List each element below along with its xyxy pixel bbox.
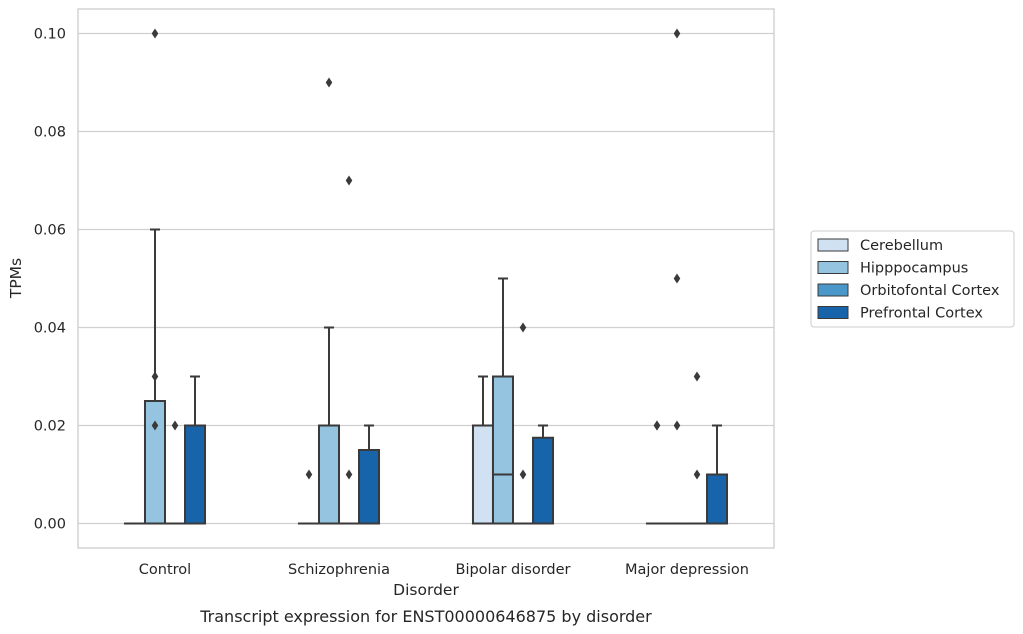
outlier-point [693,371,701,382]
outlier-point [673,420,681,431]
outlier-point [151,420,159,431]
legend-frame [810,230,1015,328]
legend-swatch [817,261,849,274]
boxes-layer [123,28,729,525]
x-axis-title: Disorder [393,581,459,599]
box-body [184,424,207,525]
outlier-point [693,469,701,480]
outlier-point [305,469,313,480]
box-1-1 [317,77,340,525]
legend-label: Hipppocampus [860,261,968,277]
plot-background [78,9,774,548]
box-2-3 [532,424,555,525]
legend-swatch [817,238,849,252]
x-tick-label: Bipolar disorder [456,562,571,578]
y-axis-title: TPMs [7,258,25,299]
outlier-point [325,77,333,88]
plot-frame [77,8,775,549]
legend-swatch [817,306,849,319]
legend-label: Cerebellum [860,238,943,254]
outlier-point [519,322,527,333]
y-tick-label: 0.04 [34,321,66,337]
legend-label: Orbitofontal Cortex [860,283,1000,299]
y-tick-label: 0.06 [34,223,66,239]
x-tick-label: Major depression [625,562,749,578]
outlier-point [151,28,159,39]
y-tick-label: 0.08 [34,125,66,141]
box-body [706,473,729,525]
x-tick-label: Control [139,562,191,578]
box-0-1 [143,28,167,525]
outlier-point [673,273,681,284]
chart-caption: Transcript expression for ENST0000064687… [199,607,652,626]
y-tick-label: 0.10 [34,27,66,43]
box-2-1 [491,277,514,525]
box-1-3 [358,424,381,525]
outlier-point [171,420,179,431]
box-body [143,400,167,525]
outlier-point [151,371,159,382]
box-body [532,436,555,525]
y-tick-label: 0.02 [34,419,66,435]
box-body [491,375,514,525]
box-0-3 [184,375,207,525]
legend: Cerebellum Hipppocampus Orbitofontal Corte… [810,230,1015,328]
legend-label: Prefrontal Cortex [860,306,983,322]
outlier-point [673,28,681,39]
outlier-point [519,469,527,480]
x-tick-labels: Control Schizophrenia Bipolar disorder Majo… [139,562,749,578]
box-body [358,449,381,525]
y-tick-labels: 0.00 0.02 0.04 0.06 0.08 0.10 [34,27,66,533]
y-tick-label: 0.00 [34,517,66,533]
legend-swatch [817,283,849,297]
outlier-point [345,175,353,186]
box-3-3 [706,424,729,525]
box-body [471,424,494,525]
x-tick-label: Schizophrenia [288,562,390,578]
outlier-point [653,420,661,431]
outlier-point [345,469,353,480]
box-body [317,424,340,525]
